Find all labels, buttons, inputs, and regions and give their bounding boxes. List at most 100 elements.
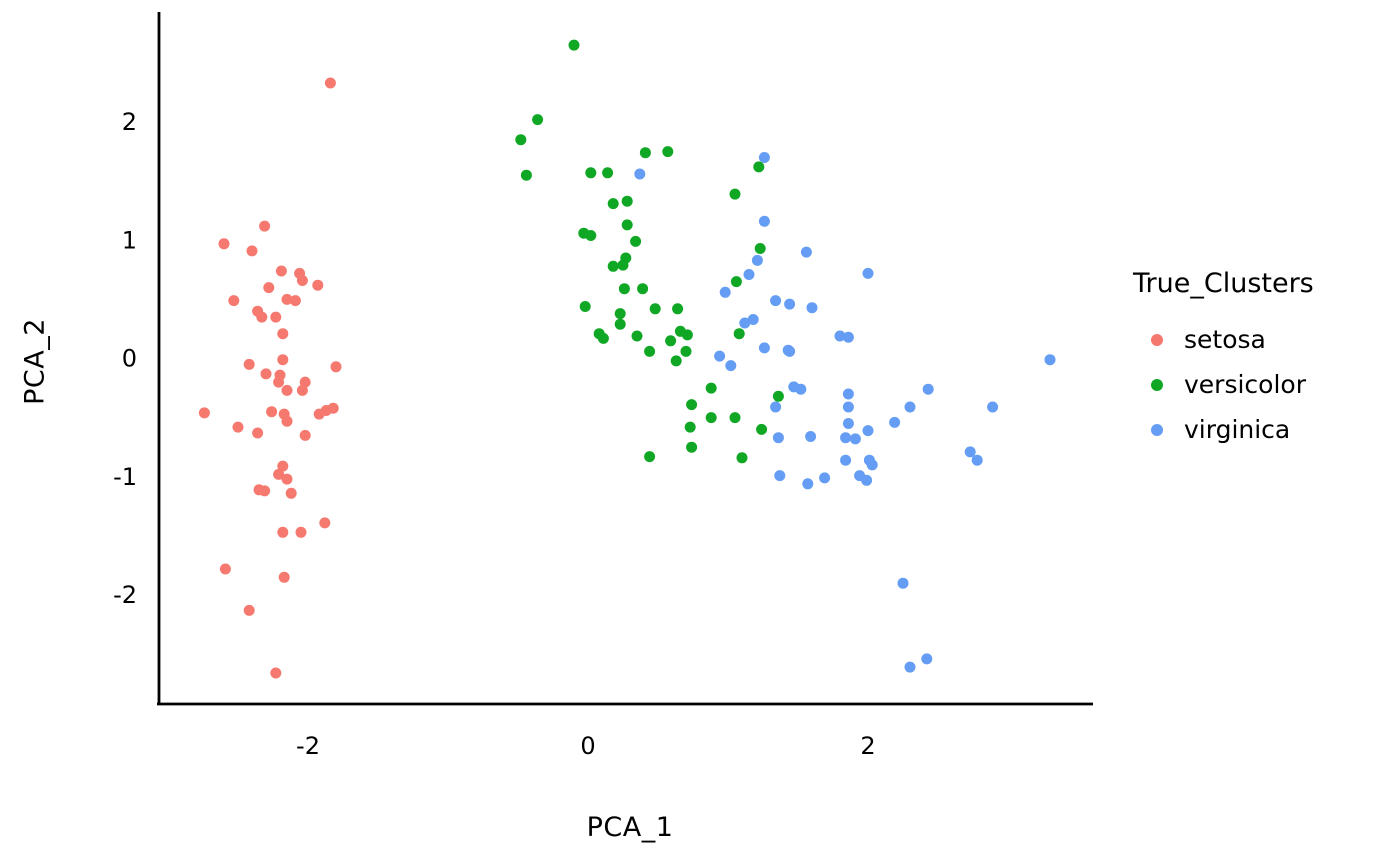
setosa-dot-icon xyxy=(1151,333,1163,346)
x-tick-label: -2 xyxy=(296,732,320,760)
y-tick-label: 1 xyxy=(122,226,137,254)
data-point-virginica xyxy=(774,470,786,482)
data-point-virginica xyxy=(802,478,814,490)
data-point-virginica xyxy=(806,302,818,314)
data-point-virginica xyxy=(840,432,852,444)
data-point-setosa xyxy=(299,376,311,388)
data-point-virginica xyxy=(922,383,934,395)
data-point-virginica xyxy=(866,459,878,471)
data-point-virginica xyxy=(840,454,852,466)
data-point-virginica xyxy=(805,431,817,442)
data-point-virginica xyxy=(842,401,854,413)
data-point-virginica xyxy=(800,246,812,258)
data-point-virginica xyxy=(897,577,909,589)
data-point-setosa xyxy=(198,407,210,419)
data-point-setosa xyxy=(330,361,342,373)
data-point-virginica xyxy=(862,425,874,437)
data-point-setosa xyxy=(277,460,289,472)
x-axis-title: PCA_1 xyxy=(586,812,674,843)
data-point-setosa xyxy=(270,667,282,679)
data-point-setosa xyxy=(281,415,293,427)
versicolor-dot-icon xyxy=(1151,378,1163,391)
data-point-setosa xyxy=(232,421,244,433)
data-point-virginica xyxy=(751,254,763,266)
data-point-setosa xyxy=(277,328,289,340)
data-point-virginica xyxy=(849,433,861,445)
data-point-setosa xyxy=(289,295,301,307)
data-point-virginica xyxy=(739,317,751,329)
data-point-virginica xyxy=(743,269,755,280)
data-point-virginica xyxy=(758,152,770,163)
data-point-versicolor xyxy=(568,39,580,51)
legend-item-versicolor: versicolor xyxy=(1133,362,1393,407)
data-point-setosa xyxy=(260,368,272,380)
data-point-versicolor xyxy=(665,335,677,347)
data-point-versicolor xyxy=(686,441,698,453)
y-tick-label: 0 xyxy=(122,345,137,373)
data-point-setosa xyxy=(263,282,275,294)
data-point-versicolor xyxy=(649,303,661,315)
data-point-setosa xyxy=(299,429,311,441)
data-point-virginica xyxy=(784,345,796,357)
data-point-setosa xyxy=(277,354,289,366)
data-point-versicolor xyxy=(607,260,619,272)
data-point-virginica xyxy=(795,383,807,395)
data-point-setosa xyxy=(278,571,290,583)
x-tick-label: 2 xyxy=(860,732,875,760)
data-point-versicolor xyxy=(729,412,741,424)
data-point-versicolor xyxy=(729,188,741,200)
data-point-setosa xyxy=(327,402,339,414)
data-point-versicolor xyxy=(585,230,597,241)
data-point-virginica xyxy=(714,350,726,362)
data-point-setosa xyxy=(228,295,240,307)
data-point-setosa xyxy=(319,517,331,529)
data-point-setosa xyxy=(281,293,293,305)
data-point-versicolor xyxy=(614,308,626,320)
data-point-versicolor xyxy=(772,390,784,402)
data-point-setosa xyxy=(259,220,271,232)
legend-label-versicolor: versicolor xyxy=(1184,370,1306,399)
data-point-setosa xyxy=(243,358,255,370)
data-point-virginica xyxy=(770,401,782,413)
data-point-setosa xyxy=(259,485,271,497)
data-point-virginica xyxy=(842,388,854,400)
data-point-versicolor xyxy=(730,276,742,288)
x-tick-label: 0 xyxy=(580,732,595,760)
data-point-versicolor xyxy=(672,303,684,315)
data-point-virginica xyxy=(1044,354,1056,366)
data-point-setosa xyxy=(324,77,336,89)
data-point-virginica xyxy=(964,446,976,458)
data-point-setosa xyxy=(281,384,293,396)
data-point-versicolor xyxy=(617,259,629,271)
data-point-virginica xyxy=(904,661,916,673)
data-point-setosa xyxy=(296,384,308,396)
data-point-virginica xyxy=(921,653,933,665)
legend-item-virginica: virginica xyxy=(1133,407,1393,452)
data-point-versicolor xyxy=(637,283,649,295)
data-point-virginica xyxy=(834,330,846,342)
data-point-virginica xyxy=(862,267,874,279)
data-point-setosa xyxy=(312,279,324,291)
y-tick-label: -1 xyxy=(113,463,137,491)
data-point-setosa xyxy=(281,473,293,485)
data-point-virginica xyxy=(842,331,854,343)
data-point-versicolor xyxy=(597,332,609,344)
data-point-setosa xyxy=(252,427,264,439)
data-point-setosa xyxy=(285,487,297,499)
data-point-setosa xyxy=(275,265,287,277)
data-point-versicolor xyxy=(585,167,597,179)
y-tick-label: -2 xyxy=(113,581,137,609)
data-point-versicolor xyxy=(579,301,591,312)
data-point-versicolor xyxy=(754,243,766,254)
data-point-versicolor xyxy=(686,399,698,411)
data-point-setosa xyxy=(256,311,268,323)
data-point-virginica xyxy=(784,298,796,310)
data-point-virginica xyxy=(772,432,784,444)
data-point-versicolor xyxy=(621,195,633,207)
data-point-versicolor xyxy=(644,345,656,357)
data-point-versicolor xyxy=(602,167,614,179)
y-axis-title: PCA_2 xyxy=(19,318,51,405)
data-point-versicolor xyxy=(705,382,717,394)
data-point-virginica xyxy=(770,295,782,307)
